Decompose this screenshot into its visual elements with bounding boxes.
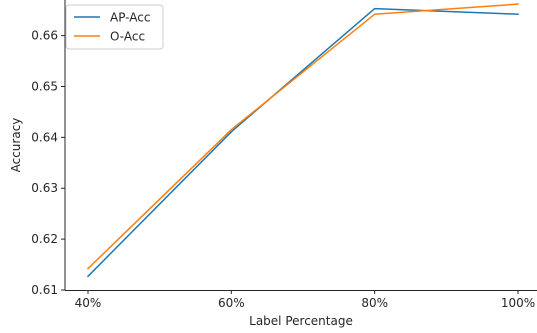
x-axis-title: Label Percentage — [249, 314, 353, 328]
y-tick-label: 0.63 — [31, 181, 58, 195]
y-axis-title: Accuracy — [9, 118, 23, 173]
x-tick-label: 80% — [361, 296, 388, 310]
series-lines — [86, 3, 519, 278]
legend-label: AP-Acc — [110, 11, 150, 25]
series-line-ap-acc — [86, 7, 519, 278]
legend-box — [65, 4, 164, 50]
y-tick-label: 0.61 — [31, 283, 58, 297]
plot-area — [64, 0, 537, 291]
legend: AP-Acc O-Acc — [65, 4, 164, 50]
y-tick-label: 0.66 — [31, 29, 58, 43]
x-tick-label: 40% — [75, 296, 102, 310]
y-tick-label: 0.65 — [31, 79, 58, 93]
y-tick-label: 0.62 — [31, 232, 58, 246]
x-tick-label: 100% — [501, 296, 535, 310]
x-axis-ticks: 40% 60% 80% 100% — [75, 290, 535, 310]
series-line-o-acc — [86, 3, 519, 270]
y-tick-label: 0.64 — [31, 130, 58, 144]
x-tick-label: 60% — [218, 296, 245, 310]
legend-label: O-Acc — [110, 30, 145, 44]
y-axis-ticks: 0.61 0.62 0.63 0.64 0.65 0.66 — [31, 29, 65, 297]
